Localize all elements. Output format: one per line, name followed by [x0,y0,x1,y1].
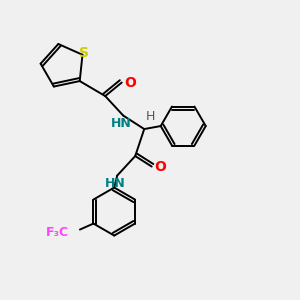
Text: F₃C: F₃C [46,226,69,239]
Text: HN: HN [105,177,126,190]
Text: H: H [146,110,155,123]
Text: O: O [125,76,136,90]
Text: S: S [79,46,89,60]
Text: HN: HN [111,117,132,130]
Text: O: O [155,160,167,174]
